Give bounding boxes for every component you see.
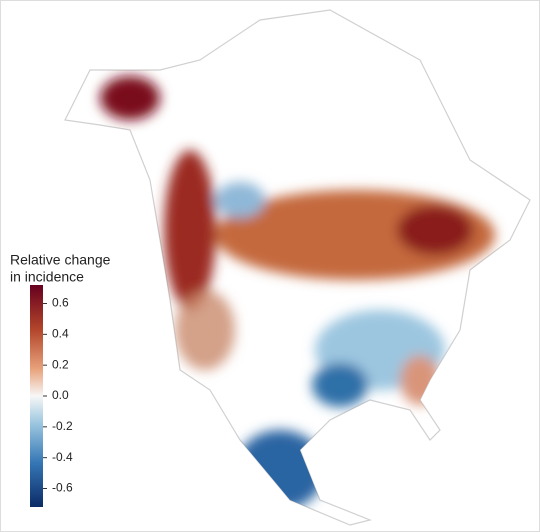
incidence-surface: [100, 76, 495, 510]
region-prairie: [215, 182, 265, 218]
region-mexico: [235, 430, 325, 510]
tick-label: 0.6: [52, 296, 69, 310]
region-southeast: [400, 355, 440, 405]
region-west-coast: [164, 150, 216, 310]
colorbar-ticks: 0.6 0.4 0.2 0.0 -0.2 -0.4 -0.6: [43, 296, 73, 495]
tick-label: -0.4: [52, 450, 73, 464]
legend-title: in incidence: [10, 269, 84, 285]
tick-label: -0.6: [52, 481, 73, 495]
region-alaska: [100, 76, 160, 120]
region-quebec: [397, 205, 473, 255]
tick-label: -0.2: [52, 419, 73, 433]
legend-title: Relative change: [10, 252, 111, 268]
tick-label: 0.0: [52, 388, 69, 402]
region-south-us: [312, 363, 368, 407]
map: [64, 9, 531, 526]
tick-label: 0.4: [52, 327, 69, 341]
colorbar: [30, 285, 43, 507]
tick-label: 0.2: [52, 357, 69, 371]
region-west: [175, 290, 235, 370]
